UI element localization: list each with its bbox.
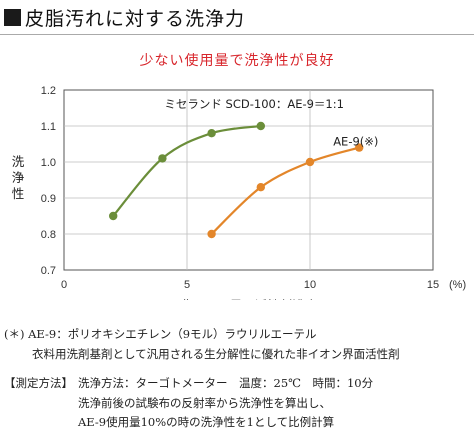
data-point-series-1: [109, 211, 118, 221]
y-axis-label: 洗浄性: [12, 154, 25, 201]
x-tick-label: 15: [427, 279, 439, 291]
y-tick-label: 0.9: [41, 193, 56, 205]
footnote-line-1: (＊) AE-9：ポリオキシエチレン（9モル）ラウリルエーテル: [4, 327, 317, 341]
plot-frame: [63, 89, 434, 271]
method-line-2: 洗浄前後の試験布の反射率から洗浄性を算出し、: [78, 396, 331, 410]
x-tick-label: 10: [304, 279, 316, 291]
data-point-series-1: [256, 121, 265, 131]
y-tick-label: 1.0: [41, 157, 56, 169]
x-tick-label: 5: [184, 279, 190, 291]
data-point-series-1: [158, 154, 167, 163]
method-label: 【測定方法】: [4, 376, 73, 390]
series-label-2: AE-9(※): [333, 135, 378, 149]
data-point-series-2: [256, 183, 265, 192]
x-tick-label: 0: [61, 279, 67, 291]
method-line-1: 洗浄方法：ターゴトメーター 温度：25℃ 時間：10分: [78, 376, 374, 390]
heading-divider: [0, 34, 474, 35]
footnote-line-2: 衣料用洗剤基剤として汎用される生分解性に優れた非イオン界面活性剤: [32, 347, 400, 361]
data-point-series-2: [207, 229, 216, 239]
series-line-2: [210, 146, 360, 235]
data-point-series-1: [207, 129, 216, 138]
y-tick-label: 1.1: [41, 121, 56, 133]
series-line-1: [112, 124, 261, 217]
heading-square-icon: [4, 8, 21, 26]
data-point-series-2: [355, 143, 364, 152]
x-axis-label: 非イオン界面活性剤濃度: [180, 298, 318, 300]
method-line-3: AE-9使用量10%の時の洗浄性を1として比例計算: [78, 415, 335, 429]
series-label-1: ミセランド SCD-100：AE-9＝1:1: [164, 97, 344, 111]
chart-title: 少ない使用量で洗浄性が良好: [139, 53, 335, 69]
x-unit-label: (%): [449, 279, 466, 291]
y-tick-label: 0.7: [41, 265, 56, 277]
chart: 0.7 0.8 0.9 1.0 1.1 1.2 0 5 10 15 (%) 非イオン界面活性剤濃度 洗浄…: [12, 85, 466, 300]
heading-title: 皮脂汚れに対する洗浄力: [25, 7, 246, 30]
section-heading: 皮脂汚れに対する洗浄力: [4, 2, 470, 32]
data-point-series-2: [305, 157, 315, 167]
y-tick-label: 0.8: [41, 229, 56, 241]
y-tick-label: 1.2: [41, 85, 56, 97]
